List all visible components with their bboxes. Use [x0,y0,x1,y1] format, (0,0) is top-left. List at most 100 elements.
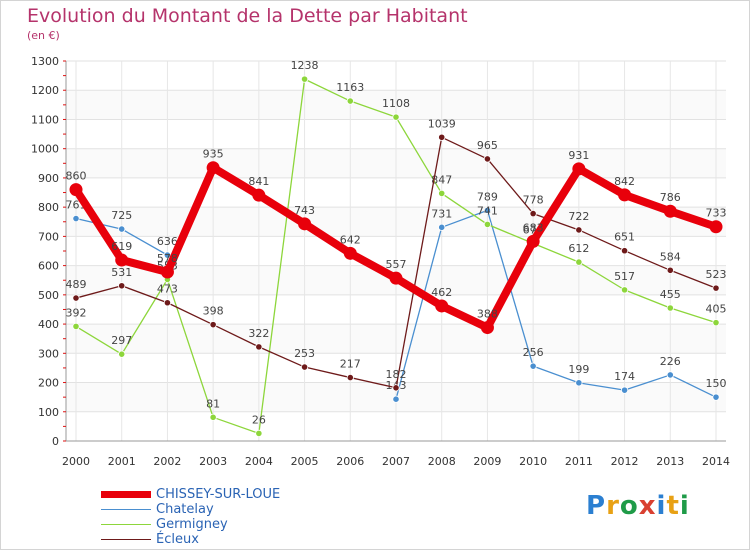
data-label-germigney: 26 [252,413,266,426]
data-point-germigney [392,113,400,121]
y-tick-label: 1100 [31,113,59,126]
data-point-ecleux [712,284,720,292]
legend: CHISSEY-SUR-LOUE Chatelay Germigney Écleux [101,487,361,547]
legend-item-chatelay: Chatelay [101,502,361,517]
y-tick-label: 1300 [31,55,59,68]
data-label-ecleux: 778 [523,194,544,207]
data-point-ecleux [346,373,354,382]
chart-subtitle: (en €) [27,29,60,42]
y-tick-label: 400 [38,318,59,331]
data-label-chissey-sur-loue: 786 [660,191,681,204]
data-label-ecleux: 965 [477,139,498,152]
data-point-chatelay [529,362,537,370]
data-point-germigney [72,322,80,331]
data-label-germigney: 1163 [336,81,364,94]
data-point-chatelay [712,393,720,401]
data-point-germigney [666,304,674,312]
data-point-chissey-sur-loue [160,265,174,279]
y-tick-label: 0 [52,435,59,448]
data-label-ecleux: 398 [203,305,224,318]
data-point-chissey-sur-loue [69,183,83,197]
data-label-chissey-sur-loue: 733 [706,207,727,220]
data-label-ecleux: 217 [340,358,361,371]
legend-item-germigney: Germigney [101,517,361,532]
data-point-ecleux [72,294,80,302]
legend-label: Chatelay [156,502,214,517]
data-label-ecleux: 651 [614,231,635,244]
data-label-germigney: 405 [706,303,727,316]
x-tick-label: 2005 [291,455,319,468]
data-point-ecleux [438,133,446,141]
data-point-germigney [300,75,309,83]
data-point-germigney [209,413,217,421]
data-label-chissey-sur-loue: 841 [248,175,269,188]
y-tick-label: 500 [38,289,59,302]
logo-letter: o [619,491,639,521]
y-tick-label: 1000 [31,143,59,156]
data-point-ecleux [118,282,126,290]
logo-letter: i [656,491,667,521]
data-label-germigney: 455 [660,288,681,301]
x-tick-label: 2004 [245,455,273,468]
logo-letter: r [606,491,620,521]
data-label-chissey-sur-loue: 388 [477,308,498,321]
data-label-germigney: 1108 [382,97,410,110]
data-point-chatelay [438,223,446,231]
legend-label: Écleux [156,532,199,547]
data-point-chatelay [666,371,674,379]
x-tick-label: 2002 [153,455,181,468]
data-point-ecleux [255,343,263,351]
data-point-ecleux [620,247,629,255]
data-label-germigney: 741 [477,204,498,217]
data-label-ecleux: 1039 [428,117,456,130]
data-point-chissey-sur-loue [298,217,312,231]
data-point-chissey-sur-loue [663,204,677,218]
data-label-ecleux: 523 [706,268,727,281]
x-tick-label: 2013 [656,455,684,468]
data-point-chissey-sur-loue [526,234,540,248]
data-point-chissey-sur-loue [252,188,266,202]
data-label-chatelay: 174 [614,370,635,383]
data-label-ecleux: 182 [386,368,407,381]
data-label-chatelay: 731 [431,207,452,220]
x-tick-label: 2012 [611,455,639,468]
logo-letter: t [666,491,680,521]
data-point-chissey-sur-loue [343,246,357,260]
data-label-ecleux: 584 [660,250,681,263]
data-point-ecleux [300,363,309,371]
data-point-chissey-sur-loue [572,162,586,176]
data-label-ecleux: 722 [568,210,589,223]
legend-label: Germigney [156,517,228,532]
data-label-chissey-sur-loue: 931 [568,149,589,162]
legend-swatch [101,491,151,498]
data-label-germigney: 1238 [291,59,319,72]
proxiti-logo: Proxiti [586,491,690,521]
data-label-chatelay: 725 [111,209,132,222]
data-point-germigney [712,319,720,327]
x-tick-label: 2010 [519,455,547,468]
data-label-chissey-sur-loue: 743 [294,204,315,217]
logo-letter: i [679,491,690,521]
data-label-chissey-sur-loue: 842 [614,175,635,188]
data-label-chissey-sur-loue: 683 [523,221,544,234]
data-label-germigney: 81 [206,397,220,410]
data-label-chissey-sur-loue: 619 [111,240,132,253]
data-label-germigney: 517 [614,270,635,283]
data-label-chatelay: 789 [477,190,498,203]
y-tick-label: 600 [38,260,59,273]
x-tick-label: 2006 [336,455,364,468]
data-point-chatelay [620,386,629,394]
y-tick-label: 300 [38,347,59,360]
data-label-chatelay: 150 [706,377,727,390]
logo-letter: x [638,491,657,521]
data-label-chatelay: 226 [660,355,681,368]
data-label-chissey-sur-loue: 462 [431,286,452,299]
legend-label: CHISSEY-SUR-LOUE [156,487,281,502]
data-label-chissey-sur-loue: 578 [157,252,178,265]
data-label-germigney: 297 [111,334,132,347]
data-point-germigney [118,350,126,358]
legend-item-ecleux: Écleux [101,532,361,547]
data-label-chissey-sur-loue: 860 [66,170,87,183]
data-label-germigney: 847 [431,173,452,186]
